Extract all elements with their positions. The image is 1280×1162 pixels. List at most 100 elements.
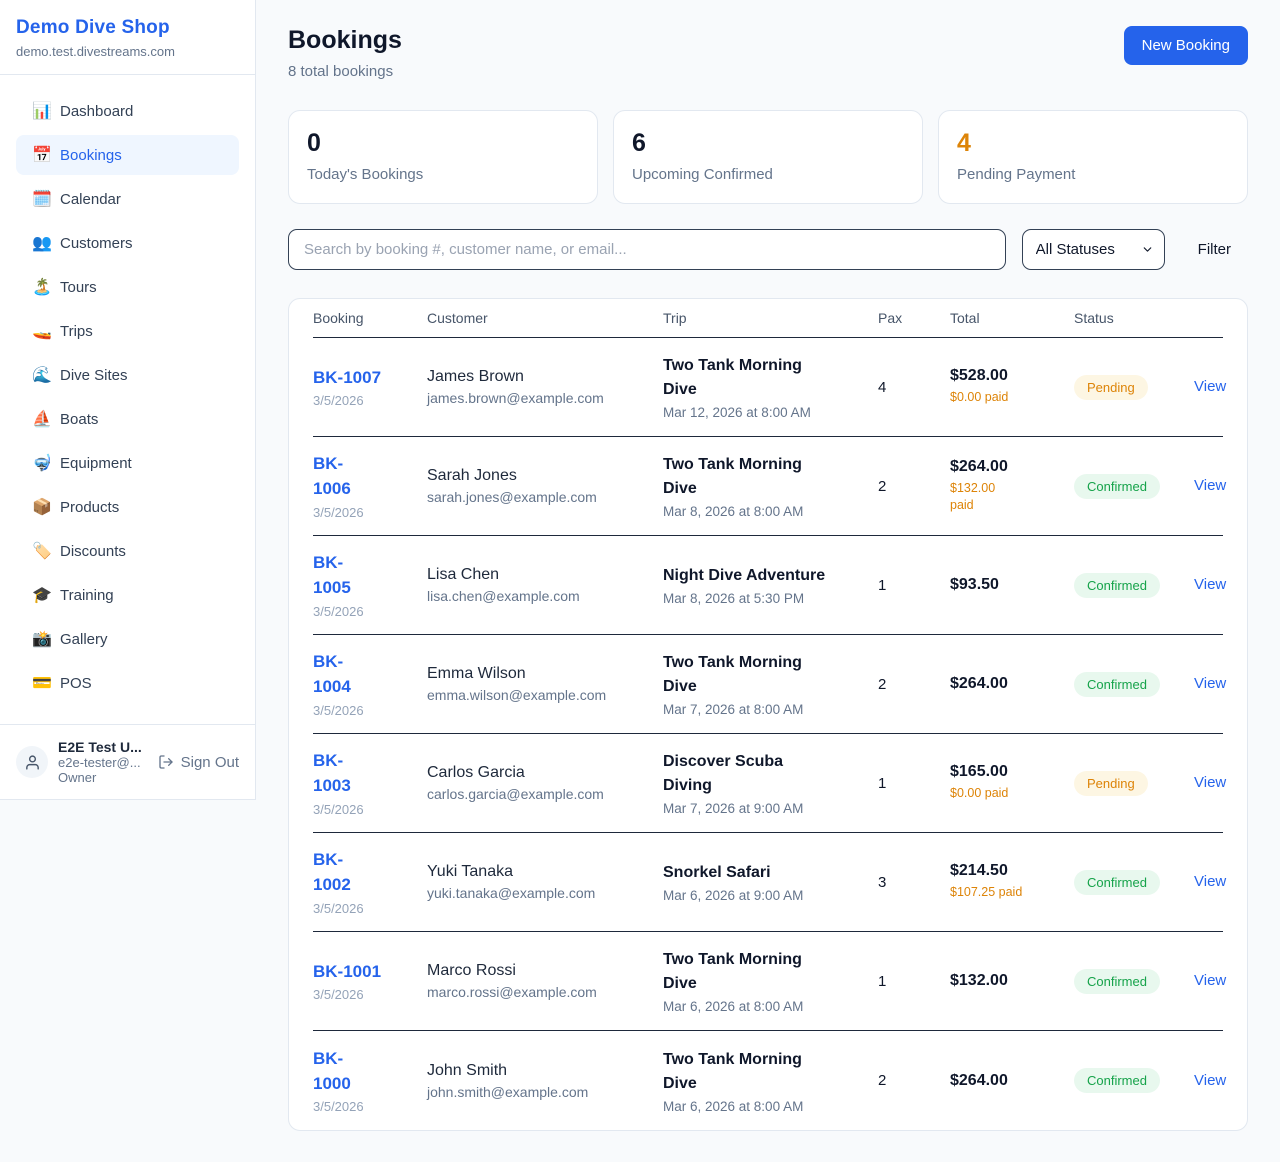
user-role: Owner [58, 770, 97, 785]
booking-number-link[interactable]: BK-1000 [313, 1048, 351, 1093]
shop-domain: demo.test.divestreams.com [16, 44, 175, 59]
customer-name: Lisa Chen [427, 566, 500, 583]
trip-cell: Discover Scuba Diving Mar 7, 2026 at 9:0… [663, 750, 878, 816]
trip-cell: Two Tank Morning Dive Mar 12, 2026 at 8:… [663, 354, 878, 420]
stat-value: 0 [307, 129, 321, 157]
sign-out-button[interactable]: Sign Out [158, 754, 239, 771]
actions-cell: View [1184, 576, 1226, 594]
total-cell: $264.00 [950, 1072, 1074, 1090]
calendar-icon: 📅 [32, 147, 52, 164]
status-cell: Confirmed [1074, 473, 1184, 499]
trip-name: Two Tank Morning Dive [663, 456, 802, 497]
trip-name: Snorkel Safari [663, 864, 771, 881]
booking-date: 3/5/2026 [313, 801, 364, 817]
view-link[interactable]: View [1194, 477, 1227, 494]
sidebar-item-products[interactable]: 📦 Products [16, 487, 239, 527]
sidebar-item-label: Calendar [60, 190, 121, 208]
stat-card-upcoming-confirmed: 6 Upcoming Confirmed [613, 110, 923, 204]
pax-value: 3 [878, 873, 887, 891]
spiral-calendar-icon: 🗓️ [32, 191, 52, 208]
customer-email: yuki.tanaka@example.com [427, 885, 596, 901]
sidebar-item-trips[interactable]: 🚤 Trips [16, 311, 239, 351]
sailboat-icon: ⛵ [32, 411, 52, 428]
customer-cell: James Brown james.brown@example.com [427, 368, 663, 406]
sidebar-item-customers[interactable]: 👥 Customers [16, 223, 239, 263]
sidebar-item-label: Products [60, 498, 120, 516]
user-meta: E2E Test U... e2e-tester@... Owner [58, 739, 148, 785]
total-amount: $214.50 [950, 862, 1008, 880]
booking-number-link[interactable]: BK-1007 [313, 367, 382, 387]
view-link[interactable]: View [1194, 675, 1227, 692]
new-booking-button[interactable]: New Booking [1123, 26, 1248, 65]
status-cell: Confirmed [1074, 572, 1184, 598]
table-row: BK-1006 3/5/2026 Sarah Jones sarah.jones… [313, 437, 1226, 536]
status-cell: Confirmed [1074, 869, 1184, 895]
status-badge: Confirmed [1074, 1068, 1160, 1093]
table-row: BK-1000 3/5/2026 John Smith john.smith@e… [313, 1031, 1227, 1130]
status-badge: Confirmed [1074, 968, 1160, 994]
customer-cell: Marco Rossi marco.rossi@example.com [427, 962, 663, 1000]
column-header-pax: Pax [878, 310, 903, 326]
sidebar-item-dashboard[interactable]: 📊 Dashboard [16, 91, 239, 131]
trip-datetime: Mar 6, 2026 at 9:00 AM [663, 888, 804, 903]
bookings-table: Booking Customer Trip Pax Total Status B… [288, 298, 1248, 1131]
sidebar-item-gallery[interactable]: 📸 Gallery [16, 619, 239, 659]
total-amount: $264.00 [950, 675, 1008, 692]
view-link[interactable]: View [1194, 576, 1227, 593]
diving-mask-icon: 🤿 [32, 455, 52, 472]
actions-cell: View [1184, 477, 1226, 495]
sidebar-item-equipment[interactable]: 🤿 Equipment [16, 443, 239, 483]
view-link[interactable]: View [1194, 1071, 1227, 1089]
pax-value: 1 [878, 774, 887, 792]
customer-name: Sarah Jones [427, 467, 517, 484]
sidebar-item-tours[interactable]: 🏝️ Tours [16, 267, 239, 307]
pax-value: 4 [878, 378, 887, 396]
customer-name: Emma Wilson [427, 665, 526, 682]
booking-cell: BK-1004 3/5/2026 [313, 650, 427, 717]
sidebar-item-label: Gallery [60, 630, 108, 648]
search-input[interactable] [288, 229, 1006, 270]
customer-email: emma.wilson@example.com [427, 687, 607, 703]
booking-number-link[interactable]: BK-1005 [313, 553, 351, 597]
sidebar-item-training[interactable]: 🎓 Training [16, 575, 239, 615]
sidebar-item-dive-sites[interactable]: 🌊 Dive Sites [16, 355, 239, 395]
camera-icon: 📸 [32, 631, 52, 648]
filter-button[interactable]: Filter [1197, 241, 1231, 258]
booking-cell: BK-1005 3/5/2026 [313, 551, 427, 618]
total-amount: $264.00 [950, 1071, 1008, 1089]
booking-number-link[interactable]: BK-1006 [313, 454, 351, 498]
booking-cell: BK-1007 3/5/2026 [313, 366, 427, 409]
sidebar-item-label: Dive Sites [60, 366, 128, 384]
booking-number-link[interactable]: BK-1003 [313, 751, 351, 795]
status-badge: Confirmed [1074, 671, 1160, 697]
pax-value: 2 [878, 1072, 887, 1089]
sidebar-item-calendar[interactable]: 🗓️ Calendar [16, 179, 239, 219]
view-link[interactable]: View [1194, 972, 1227, 989]
stat-label: Today's Bookings [307, 166, 424, 183]
booking-number-link[interactable]: BK-1004 [313, 652, 351, 696]
trip-datetime: Mar 12, 2026 at 8:00 AM [663, 405, 811, 420]
status-filter-select[interactable]: All Statuses [1021, 229, 1165, 270]
user-email: e2e-tester@... [58, 755, 141, 770]
paid-amount: $107.25 paid [950, 885, 1023, 900]
sidebar-item-label: Training [60, 586, 114, 604]
customer-cell: Carlos Garcia carlos.garcia@example.com [427, 764, 663, 802]
view-link[interactable]: View [1194, 774, 1227, 791]
booking-date: 3/5/2026 [313, 702, 364, 718]
sidebar-item-pos[interactable]: 💳 POS [16, 663, 239, 703]
avatar [16, 746, 48, 778]
trip-cell: Two Tank Morning Dive Mar 8, 2026 at 8:0… [663, 453, 878, 519]
customer-name: Marco Rossi [427, 962, 516, 979]
total-amount: $132.00 [950, 972, 1008, 989]
sidebar-item-bookings[interactable]: 📅 Bookings [16, 135, 239, 175]
booking-number-link[interactable]: BK-1001 [313, 961, 382, 981]
trip-datetime: Mar 6, 2026 at 8:00 AM [663, 1098, 804, 1114]
customer-cell: Lisa Chen lisa.chen@example.com [427, 566, 663, 604]
total-cell: $165.00 $0.00 paid [950, 763, 1074, 803]
view-link[interactable]: View [1194, 378, 1227, 395]
sidebar-item-label: Customers [60, 234, 133, 252]
sidebar-item-boats[interactable]: ⛵ Boats [16, 399, 239, 439]
view-link[interactable]: View [1194, 873, 1227, 890]
booking-number-link[interactable]: BK-1002 [313, 850, 351, 894]
sidebar-item-discounts[interactable]: 🏷️ Discounts [16, 531, 239, 571]
